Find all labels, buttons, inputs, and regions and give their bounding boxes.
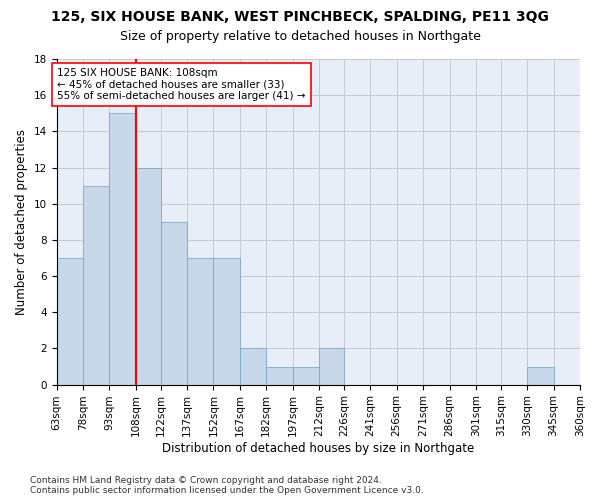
- Text: 125, SIX HOUSE BANK, WEST PINCHBECK, SPALDING, PE11 3QG: 125, SIX HOUSE BANK, WEST PINCHBECK, SPA…: [51, 10, 549, 24]
- Bar: [161, 222, 187, 384]
- Text: Contains HM Land Registry data © Crown copyright and database right 2024.
Contai: Contains HM Land Registry data © Crown c…: [30, 476, 424, 495]
- Bar: [187, 258, 214, 384]
- Bar: [83, 186, 109, 384]
- Bar: [266, 366, 293, 384]
- Bar: [214, 258, 240, 384]
- X-axis label: Distribution of detached houses by size in Northgate: Distribution of detached houses by size …: [162, 442, 475, 455]
- Bar: [109, 114, 136, 384]
- Text: 125 SIX HOUSE BANK: 108sqm
← 45% of detached houses are smaller (33)
55% of semi: 125 SIX HOUSE BANK: 108sqm ← 45% of deta…: [58, 68, 306, 101]
- Bar: [527, 366, 554, 384]
- Y-axis label: Number of detached properties: Number of detached properties: [15, 129, 28, 315]
- Bar: [240, 348, 266, 384]
- Bar: [319, 348, 344, 384]
- Bar: [136, 168, 161, 384]
- Bar: [56, 258, 83, 384]
- Text: Size of property relative to detached houses in Northgate: Size of property relative to detached ho…: [119, 30, 481, 43]
- Bar: [293, 366, 319, 384]
